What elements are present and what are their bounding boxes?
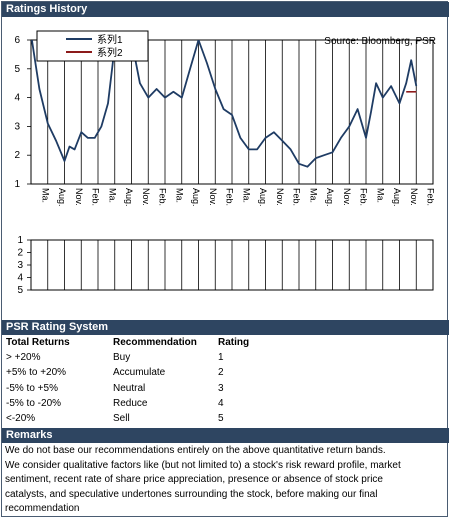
x-tick-label: Feb. bbox=[91, 188, 101, 206]
secondary-gridlines bbox=[47, 240, 417, 290]
source-note: Source: Bloomberg, PSR bbox=[324, 36, 436, 47]
x-tick-label: Ma. bbox=[40, 188, 50, 203]
x-tick-label: Aug. bbox=[325, 188, 335, 207]
main-y-axis: 1 2 3 4 5 6 bbox=[14, 35, 31, 190]
col-recommendation: Recommendation bbox=[113, 337, 197, 348]
secondary-y-tick-label: 3 bbox=[17, 260, 23, 271]
legend-label-series2: 系列2 bbox=[97, 46, 123, 59]
remarks-line: sentiment, recent rate of share price ap… bbox=[5, 474, 383, 486]
remarks-header: Remarks bbox=[2, 428, 449, 443]
cell-rating: 2 bbox=[218, 367, 224, 378]
remarks-line: We consider qualitative factors like (bu… bbox=[5, 459, 401, 471]
cell-recommendation: Neutral bbox=[113, 383, 146, 394]
secondary-y-tick-label: 2 bbox=[17, 248, 23, 259]
secondary-y-tick-label: 4 bbox=[17, 273, 23, 284]
y-tick-label: 2 bbox=[14, 150, 20, 161]
x-tick-label: Nov. bbox=[141, 188, 151, 206]
legend: 系列1 系列2 bbox=[36, 30, 149, 62]
cell-rating: 4 bbox=[218, 398, 224, 409]
remarks-text: We do not base our recommendations entir… bbox=[5, 444, 445, 517]
x-tick-label: Nov. bbox=[342, 188, 352, 206]
cell-returns: -5% to -20% bbox=[6, 398, 62, 409]
col-rating: Rating bbox=[218, 337, 250, 348]
secondary-y-tick-label: 1 bbox=[17, 235, 23, 246]
x-tick-label: Ma. bbox=[308, 188, 318, 203]
x-tick-label: Nov. bbox=[208, 188, 218, 206]
cell-rating: 3 bbox=[218, 383, 224, 394]
x-tick-label: Nov. bbox=[74, 188, 84, 206]
cell-recommendation: Buy bbox=[113, 352, 131, 363]
y-tick-label: 1 bbox=[14, 179, 20, 190]
cell-recommendation: Reduce bbox=[113, 398, 148, 409]
x-tick-label: Feb. bbox=[158, 188, 168, 206]
x-tick-label: Feb. bbox=[426, 188, 436, 206]
x-tick-label: Nov. bbox=[275, 188, 285, 206]
cell-rating: 5 bbox=[218, 413, 224, 424]
y-tick-label: 5 bbox=[14, 64, 20, 75]
col-total-returns: Total Returns bbox=[6, 337, 70, 348]
x-tick-label: Aug. bbox=[57, 188, 67, 207]
x-tick-label: Ma. bbox=[107, 188, 117, 203]
psr-rating-table: Total Returns Recommendation Rating > +2… bbox=[6, 336, 436, 428]
cell-recommendation: Accumulate bbox=[113, 367, 166, 378]
y-tick-label: 3 bbox=[14, 121, 20, 132]
x-tick-label: Aug. bbox=[392, 188, 402, 207]
x-tick-label: Feb. bbox=[292, 188, 302, 206]
x-tick-label: Feb. bbox=[359, 188, 369, 206]
series-line-1 bbox=[31, 40, 418, 168]
x-tick-label: Ma. bbox=[375, 188, 385, 203]
cell-returns: +5% to +20% bbox=[6, 367, 67, 378]
secondary-y-tick-label: 5 bbox=[17, 285, 23, 296]
main-series bbox=[31, 40, 418, 168]
cell-returns: -5% to +5% bbox=[6, 383, 58, 394]
remarks-line: recommendation bbox=[5, 503, 80, 515]
cell-recommendation: Sell bbox=[113, 413, 130, 424]
main-gridlines bbox=[47, 40, 417, 184]
x-tick-label: Feb. bbox=[225, 188, 235, 206]
x-tick-label: Aug. bbox=[124, 188, 134, 207]
y-tick-label: 4 bbox=[14, 93, 20, 104]
x-tick-label: Nov. bbox=[409, 188, 419, 206]
secondary-y-axis: 1 23 45 bbox=[17, 235, 31, 296]
legend-label-series1: 系列1 bbox=[97, 33, 123, 46]
remarks-line: We do not base our recommendations entir… bbox=[5, 445, 386, 456]
cell-returns: <-20% bbox=[6, 413, 36, 424]
ratings-history-header: Ratings History bbox=[2, 2, 449, 17]
x-tick-label: Aug. bbox=[258, 188, 268, 207]
x-tick-label: Aug. bbox=[191, 188, 201, 207]
x-tick-label: Ma. bbox=[174, 188, 184, 203]
cell-returns: > +20% bbox=[6, 352, 41, 363]
psr-rating-header: PSR Rating System bbox=[2, 320, 449, 335]
cell-rating: 1 bbox=[218, 352, 224, 363]
main-x-axis: Ma. Aug. Nov. Feb. Ma. Aug. Nov. Feb. Ma. Aug. Nov… bbox=[40, 188, 435, 207]
remarks-line: catalysts, and speculative undertones su… bbox=[5, 488, 378, 500]
x-tick-label: Ma. bbox=[241, 188, 251, 203]
y-tick-label: 6 bbox=[14, 35, 20, 46]
